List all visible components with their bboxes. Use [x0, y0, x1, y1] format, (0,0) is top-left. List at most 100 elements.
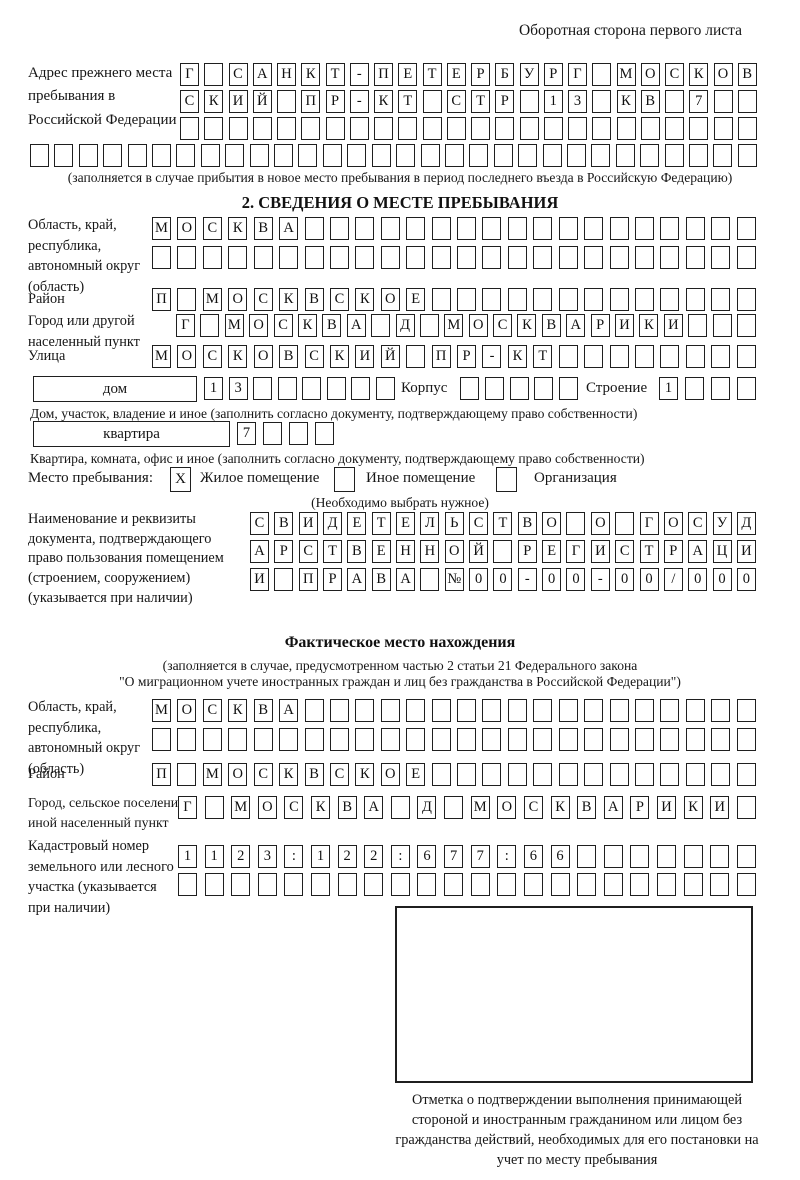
- char-cell[interactable]: [507, 288, 527, 311]
- char-cell[interactable]: Т: [533, 345, 553, 368]
- char-cell[interactable]: [200, 314, 220, 337]
- char-cell[interactable]: [559, 377, 578, 400]
- char-cell[interactable]: [533, 217, 553, 240]
- char-cell[interactable]: [630, 845, 650, 868]
- char-cell[interactable]: [665, 90, 684, 113]
- char-cell[interactable]: [616, 117, 636, 140]
- char-cell[interactable]: Т: [493, 512, 513, 535]
- char-cell[interactable]: [482, 699, 502, 722]
- char-cell[interactable]: [444, 796, 464, 819]
- char-cell[interactable]: [683, 845, 703, 868]
- char-cell[interactable]: [228, 246, 248, 269]
- char-cell[interactable]: Й: [380, 345, 400, 368]
- char-cell[interactable]: /: [663, 568, 683, 591]
- char-cell[interactable]: [568, 117, 587, 140]
- char-cell[interactable]: Й: [469, 540, 489, 563]
- char-cell[interactable]: 1: [311, 845, 331, 868]
- char-cell[interactable]: [371, 144, 391, 167]
- char-cell[interactable]: Е: [396, 512, 416, 535]
- char-cell[interactable]: [406, 246, 426, 269]
- char-cell[interactable]: У: [519, 63, 539, 86]
- char-cell[interactable]: 0: [639, 568, 659, 591]
- char-cell[interactable]: [374, 117, 393, 140]
- char-cell[interactable]: :: [284, 845, 304, 868]
- char-cell[interactable]: [54, 144, 74, 167]
- char-cell[interactable]: К: [297, 314, 317, 337]
- char-cell[interactable]: И: [228, 90, 248, 113]
- char-cell[interactable]: С: [202, 699, 222, 722]
- checkbox-organization[interactable]: [496, 467, 517, 492]
- char-cell[interactable]: Н: [396, 540, 416, 563]
- char-cell[interactable]: Е: [347, 512, 367, 535]
- char-cell[interactable]: О: [468, 314, 488, 337]
- char-cell[interactable]: М: [202, 288, 222, 311]
- char-cell[interactable]: [711, 217, 731, 240]
- char-cell[interactable]: О: [380, 763, 400, 786]
- char-cell[interactable]: 2: [231, 845, 251, 868]
- char-cell[interactable]: [180, 117, 199, 140]
- char-cell[interactable]: С: [298, 540, 318, 563]
- char-cell[interactable]: П: [431, 345, 451, 368]
- char-cell[interactable]: [660, 288, 680, 311]
- char-cell[interactable]: 0: [688, 568, 708, 591]
- char-cell[interactable]: Г: [639, 512, 659, 535]
- char-cell[interactable]: [609, 763, 629, 786]
- char-cell[interactable]: [710, 845, 730, 868]
- char-cell[interactable]: [493, 540, 513, 563]
- char-cell[interactable]: [419, 314, 439, 337]
- char-cell[interactable]: [711, 246, 731, 269]
- char-cell[interactable]: [152, 246, 171, 269]
- char-cell[interactable]: [660, 217, 680, 240]
- char-cell[interactable]: [509, 377, 529, 400]
- char-cell[interactable]: [584, 345, 604, 368]
- char-cell[interactable]: [380, 246, 400, 269]
- char-cell[interactable]: В: [304, 763, 324, 786]
- checkbox-residential[interactable]: X: [170, 467, 191, 492]
- char-cell[interactable]: [406, 345, 426, 368]
- char-cell[interactable]: [298, 144, 318, 167]
- char-cell[interactable]: №: [444, 568, 464, 591]
- char-cell[interactable]: [592, 90, 612, 113]
- char-cell[interactable]: [584, 288, 604, 311]
- char-cell[interactable]: [380, 699, 400, 722]
- char-cell[interactable]: О: [177, 217, 197, 240]
- char-cell[interactable]: [253, 377, 273, 400]
- char-cell[interactable]: А: [250, 540, 269, 563]
- char-cell[interactable]: [584, 728, 604, 751]
- char-cell[interactable]: 0: [615, 568, 635, 591]
- char-cell[interactable]: [685, 763, 705, 786]
- char-cell[interactable]: [558, 345, 578, 368]
- char-cell[interactable]: [685, 345, 705, 368]
- char-cell[interactable]: [431, 217, 451, 240]
- char-cell[interactable]: [398, 117, 418, 140]
- char-cell[interactable]: И: [590, 540, 610, 563]
- char-cell[interactable]: [277, 90, 296, 113]
- char-cell[interactable]: [446, 117, 466, 140]
- char-cell[interactable]: [315, 422, 334, 445]
- char-cell[interactable]: К: [374, 90, 393, 113]
- char-cell[interactable]: Е: [371, 540, 391, 563]
- char-cell[interactable]: В: [253, 217, 273, 240]
- char-cell[interactable]: [253, 728, 273, 751]
- char-cell[interactable]: М: [202, 763, 222, 786]
- char-cell[interactable]: [249, 144, 269, 167]
- char-cell[interactable]: [566, 512, 586, 535]
- char-cell[interactable]: [711, 763, 731, 786]
- char-cell[interactable]: 0: [566, 568, 586, 591]
- char-cell[interactable]: 6: [550, 845, 570, 868]
- char-cell[interactable]: С: [688, 512, 708, 535]
- char-cell[interactable]: П: [152, 763, 171, 786]
- char-cell[interactable]: 1: [204, 845, 224, 868]
- char-cell[interactable]: [609, 217, 629, 240]
- char-cell[interactable]: [30, 144, 49, 167]
- char-cell[interactable]: [603, 845, 623, 868]
- char-cell[interactable]: О: [228, 288, 248, 311]
- char-cell[interactable]: [736, 796, 756, 819]
- char-cell[interactable]: [471, 117, 490, 140]
- char-cell[interactable]: 0: [712, 568, 732, 591]
- char-cell[interactable]: [304, 217, 324, 240]
- char-cell[interactable]: И: [355, 345, 375, 368]
- char-cell[interactable]: [396, 144, 416, 167]
- char-cell[interactable]: [347, 144, 367, 167]
- char-cell[interactable]: [685, 246, 705, 269]
